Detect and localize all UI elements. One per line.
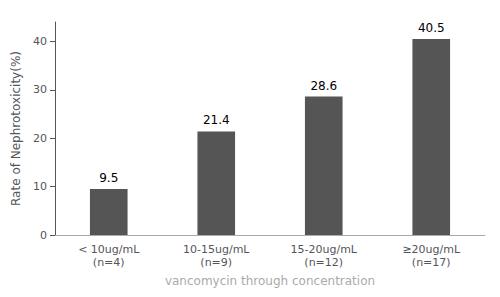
svg-text:9.5: 9.5	[99, 171, 118, 185]
svg-text:Rate of Nephrotoxicity(%): Rate of Nephrotoxicity(%)	[9, 51, 23, 206]
svg-text:≥20ug/mL: ≥20ug/mL	[402, 243, 461, 256]
svg-text:10: 10	[33, 180, 47, 193]
svg-text:0: 0	[40, 229, 47, 242]
svg-text:40: 40	[33, 35, 47, 48]
svg-text:(n=12): (n=12)	[304, 256, 343, 269]
svg-text:< 10ug/mL: < 10ug/mL	[78, 243, 140, 256]
svg-text:15-20ug/mL: 15-20ug/mL	[291, 243, 358, 256]
svg-text:28.6: 28.6	[310, 79, 337, 93]
svg-text:(n=9): (n=9)	[200, 256, 232, 269]
svg-text:(n=17): (n=17)	[412, 256, 451, 269]
svg-text:30: 30	[33, 83, 47, 96]
svg-text:40.5: 40.5	[418, 21, 445, 35]
svg-text:10-15ug/mL: 10-15ug/mL	[183, 243, 250, 256]
svg-text:(n=4): (n=4)	[93, 256, 125, 269]
svg-text:vancomycin through concentrati: vancomycin through concentration	[165, 274, 375, 288]
svg-text:21.4: 21.4	[203, 113, 230, 127]
svg-text:20: 20	[33, 132, 47, 145]
